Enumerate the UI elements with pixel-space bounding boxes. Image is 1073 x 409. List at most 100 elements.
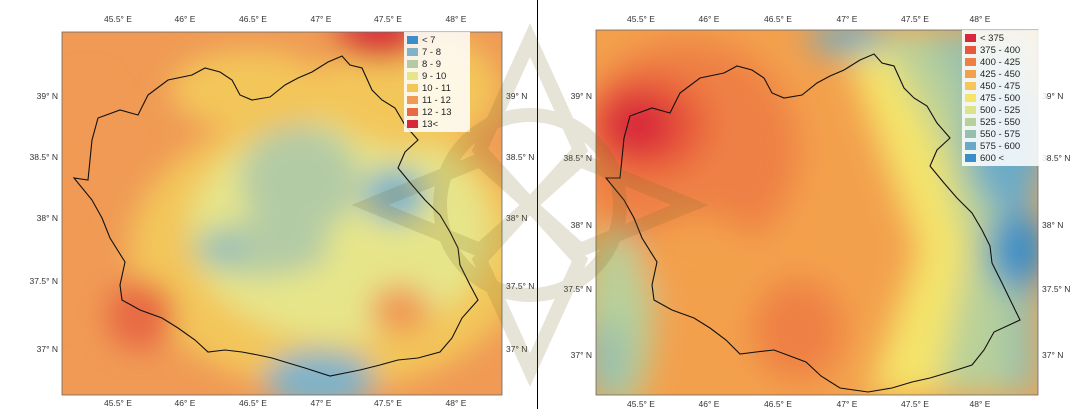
right-y-tick-right: 39° N <box>1042 91 1063 101</box>
legend-label: 12 - 13 <box>422 106 452 118</box>
right-y-tick-right: 37° N <box>1042 350 1063 360</box>
left-y-tick-right: 37.5° N <box>506 281 534 291</box>
legend-label: 9 - 10 <box>422 70 447 82</box>
legend-swatch <box>965 58 976 66</box>
legend-label: 425 - 450 <box>980 68 1021 80</box>
right-legend: < 375 375 - 400 400 - 425 425 - 450 450 - 47… <box>962 30 1046 166</box>
legend-entry: 425 - 450 <box>965 68 1043 80</box>
legend-label: 8 - 9 <box>422 58 442 70</box>
legend-label: 11 - 12 <box>422 94 451 106</box>
right-y-tick-left: 38.5° N <box>564 153 592 163</box>
legend-entry: 450 - 475 <box>965 80 1043 92</box>
legend-entry: 13< <box>407 118 467 130</box>
right-x-tick-top: 48° E <box>970 14 991 24</box>
left-y-tick-right: 38.5° N <box>506 152 534 162</box>
legend-label: 500 - 525 <box>980 104 1021 116</box>
left-y-tick-right: 38° N <box>506 213 527 223</box>
legend-entry: 7 - 8 <box>407 46 467 58</box>
province-boundary-left <box>72 55 479 377</box>
right-x-tick-top: 47° E <box>837 14 858 24</box>
legend-label: 400 - 425 <box>980 56 1021 68</box>
legend-swatch <box>407 72 418 80</box>
right-y-ticks: 39° N 38.5° N 38° N 37.5° N 37° N 39° N … <box>564 91 1071 360</box>
legend-entry: 575 - 600 <box>965 140 1043 152</box>
legend-entry: < 375 <box>965 32 1043 44</box>
left-y-tick-left: 39° N <box>37 91 58 101</box>
legend-swatch <box>965 34 976 42</box>
left-y-tick-left: 38° N <box>37 213 58 223</box>
legend-swatch <box>407 120 418 128</box>
legend-swatch <box>965 70 976 78</box>
legend-swatch <box>407 48 418 56</box>
right-x-tick-bottom: 47° E <box>837 399 858 409</box>
legend-label: 600 < <box>980 152 1005 164</box>
left-y-tick-left: 37° N <box>37 344 58 354</box>
legend-entry: 400 - 425 <box>965 56 1043 68</box>
legend-label: 13< <box>422 118 439 130</box>
left-x-tick-bottom: 46° E <box>175 398 196 408</box>
legend-entry: < 7 <box>407 34 467 46</box>
right-x-tick-bottom: 46° E <box>699 399 720 409</box>
left-x-tick-top: 48° E <box>446 14 467 24</box>
legend-swatch <box>965 142 976 150</box>
legend-swatch <box>965 46 976 54</box>
legend-label: < 7 <box>422 34 436 46</box>
province-boundary-right <box>604 53 1021 393</box>
legend-swatch <box>407 36 418 44</box>
right-x-ticks: 45.5° E 46° E 46.5° E 47° E 47.5° E 48° … <box>627 14 991 409</box>
legend-swatch <box>407 108 418 116</box>
right-y-tick-left: 38° N <box>571 220 592 230</box>
legend-label: 7 - 8 <box>422 46 442 58</box>
right-map-panel: 45.5° E 46° E 46.5° E 47° E 47.5° E 48° … <box>538 0 1073 409</box>
legend-entry: 500 - 525 <box>965 104 1043 116</box>
legend-label: 10 - 11 <box>422 82 451 94</box>
right-x-tick-bottom: 46.5° E <box>764 399 792 409</box>
legend-swatch <box>965 130 976 138</box>
legend-label: 375 - 400 <box>980 44 1021 56</box>
legend-label: 525 - 550 <box>980 116 1021 128</box>
legend-swatch <box>965 118 976 126</box>
right-y-tick-right: 38.5° N <box>1042 153 1070 163</box>
legend-entry: 525 - 550 <box>965 116 1043 128</box>
right-x-tick-top: 45.5° E <box>627 14 655 24</box>
left-y-tick-right: 39° N <box>506 91 527 101</box>
left-x-tick-bottom: 45.5° E <box>104 398 132 408</box>
legend-label: 550 - 575 <box>980 128 1021 140</box>
legend-swatch <box>407 96 418 104</box>
legend-entry: 11 - 12 <box>407 94 467 106</box>
legend-label: 575 - 600 <box>980 140 1021 152</box>
legend-label: < 375 <box>980 32 1005 44</box>
right-y-tick-left: 37° N <box>571 350 592 360</box>
right-y-tick-left: 39° N <box>571 91 592 101</box>
legend-swatch <box>965 106 976 114</box>
left-x-tick-bottom: 46.5° E <box>239 398 267 408</box>
left-map-panel: 45.5° E 46° E 46.5° E 47° E 47.5° E 48° … <box>29 0 538 409</box>
right-x-tick-bottom: 45.5° E <box>627 399 655 409</box>
legend-swatch <box>407 60 418 68</box>
left-y-tick-left: 37.5° N <box>30 276 58 286</box>
left-x-ticks: 45.5° E 46° E 46.5° E 47° E 47.5° E 48° … <box>104 14 467 408</box>
right-y-tick-left: 37.5° N <box>564 284 592 294</box>
legend-entry: 375 - 400 <box>965 44 1043 56</box>
legend-swatch <box>965 154 976 162</box>
legend-entry: 600 < <box>965 152 1043 164</box>
left-x-tick-bottom: 48° E <box>446 398 467 408</box>
legend-entry: 12 - 13 <box>407 106 467 118</box>
legend-label: 450 - 475 <box>980 80 1021 92</box>
left-x-tick-bottom: 47° E <box>311 398 332 408</box>
right-y-tick-right: 38° N <box>1042 220 1063 230</box>
left-y-tick-right: 37° N <box>506 344 527 354</box>
right-y-tick-right: 37.5° N <box>1042 284 1070 294</box>
legend-swatch <box>965 82 976 90</box>
left-x-tick-top: 46.5° E <box>239 14 267 24</box>
legend-swatch <box>965 94 976 102</box>
legend-entry: 9 - 10 <box>407 70 467 82</box>
left-x-tick-top: 47.5° E <box>374 14 402 24</box>
legend-entry: 550 - 575 <box>965 128 1043 140</box>
legend-swatch <box>407 84 418 92</box>
right-x-tick-top: 46.5° E <box>764 14 792 24</box>
right-x-tick-bottom: 48° E <box>970 399 991 409</box>
left-y-tick-left: 38.5° N <box>30 152 58 162</box>
left-x-tick-bottom: 47.5° E <box>374 398 402 408</box>
